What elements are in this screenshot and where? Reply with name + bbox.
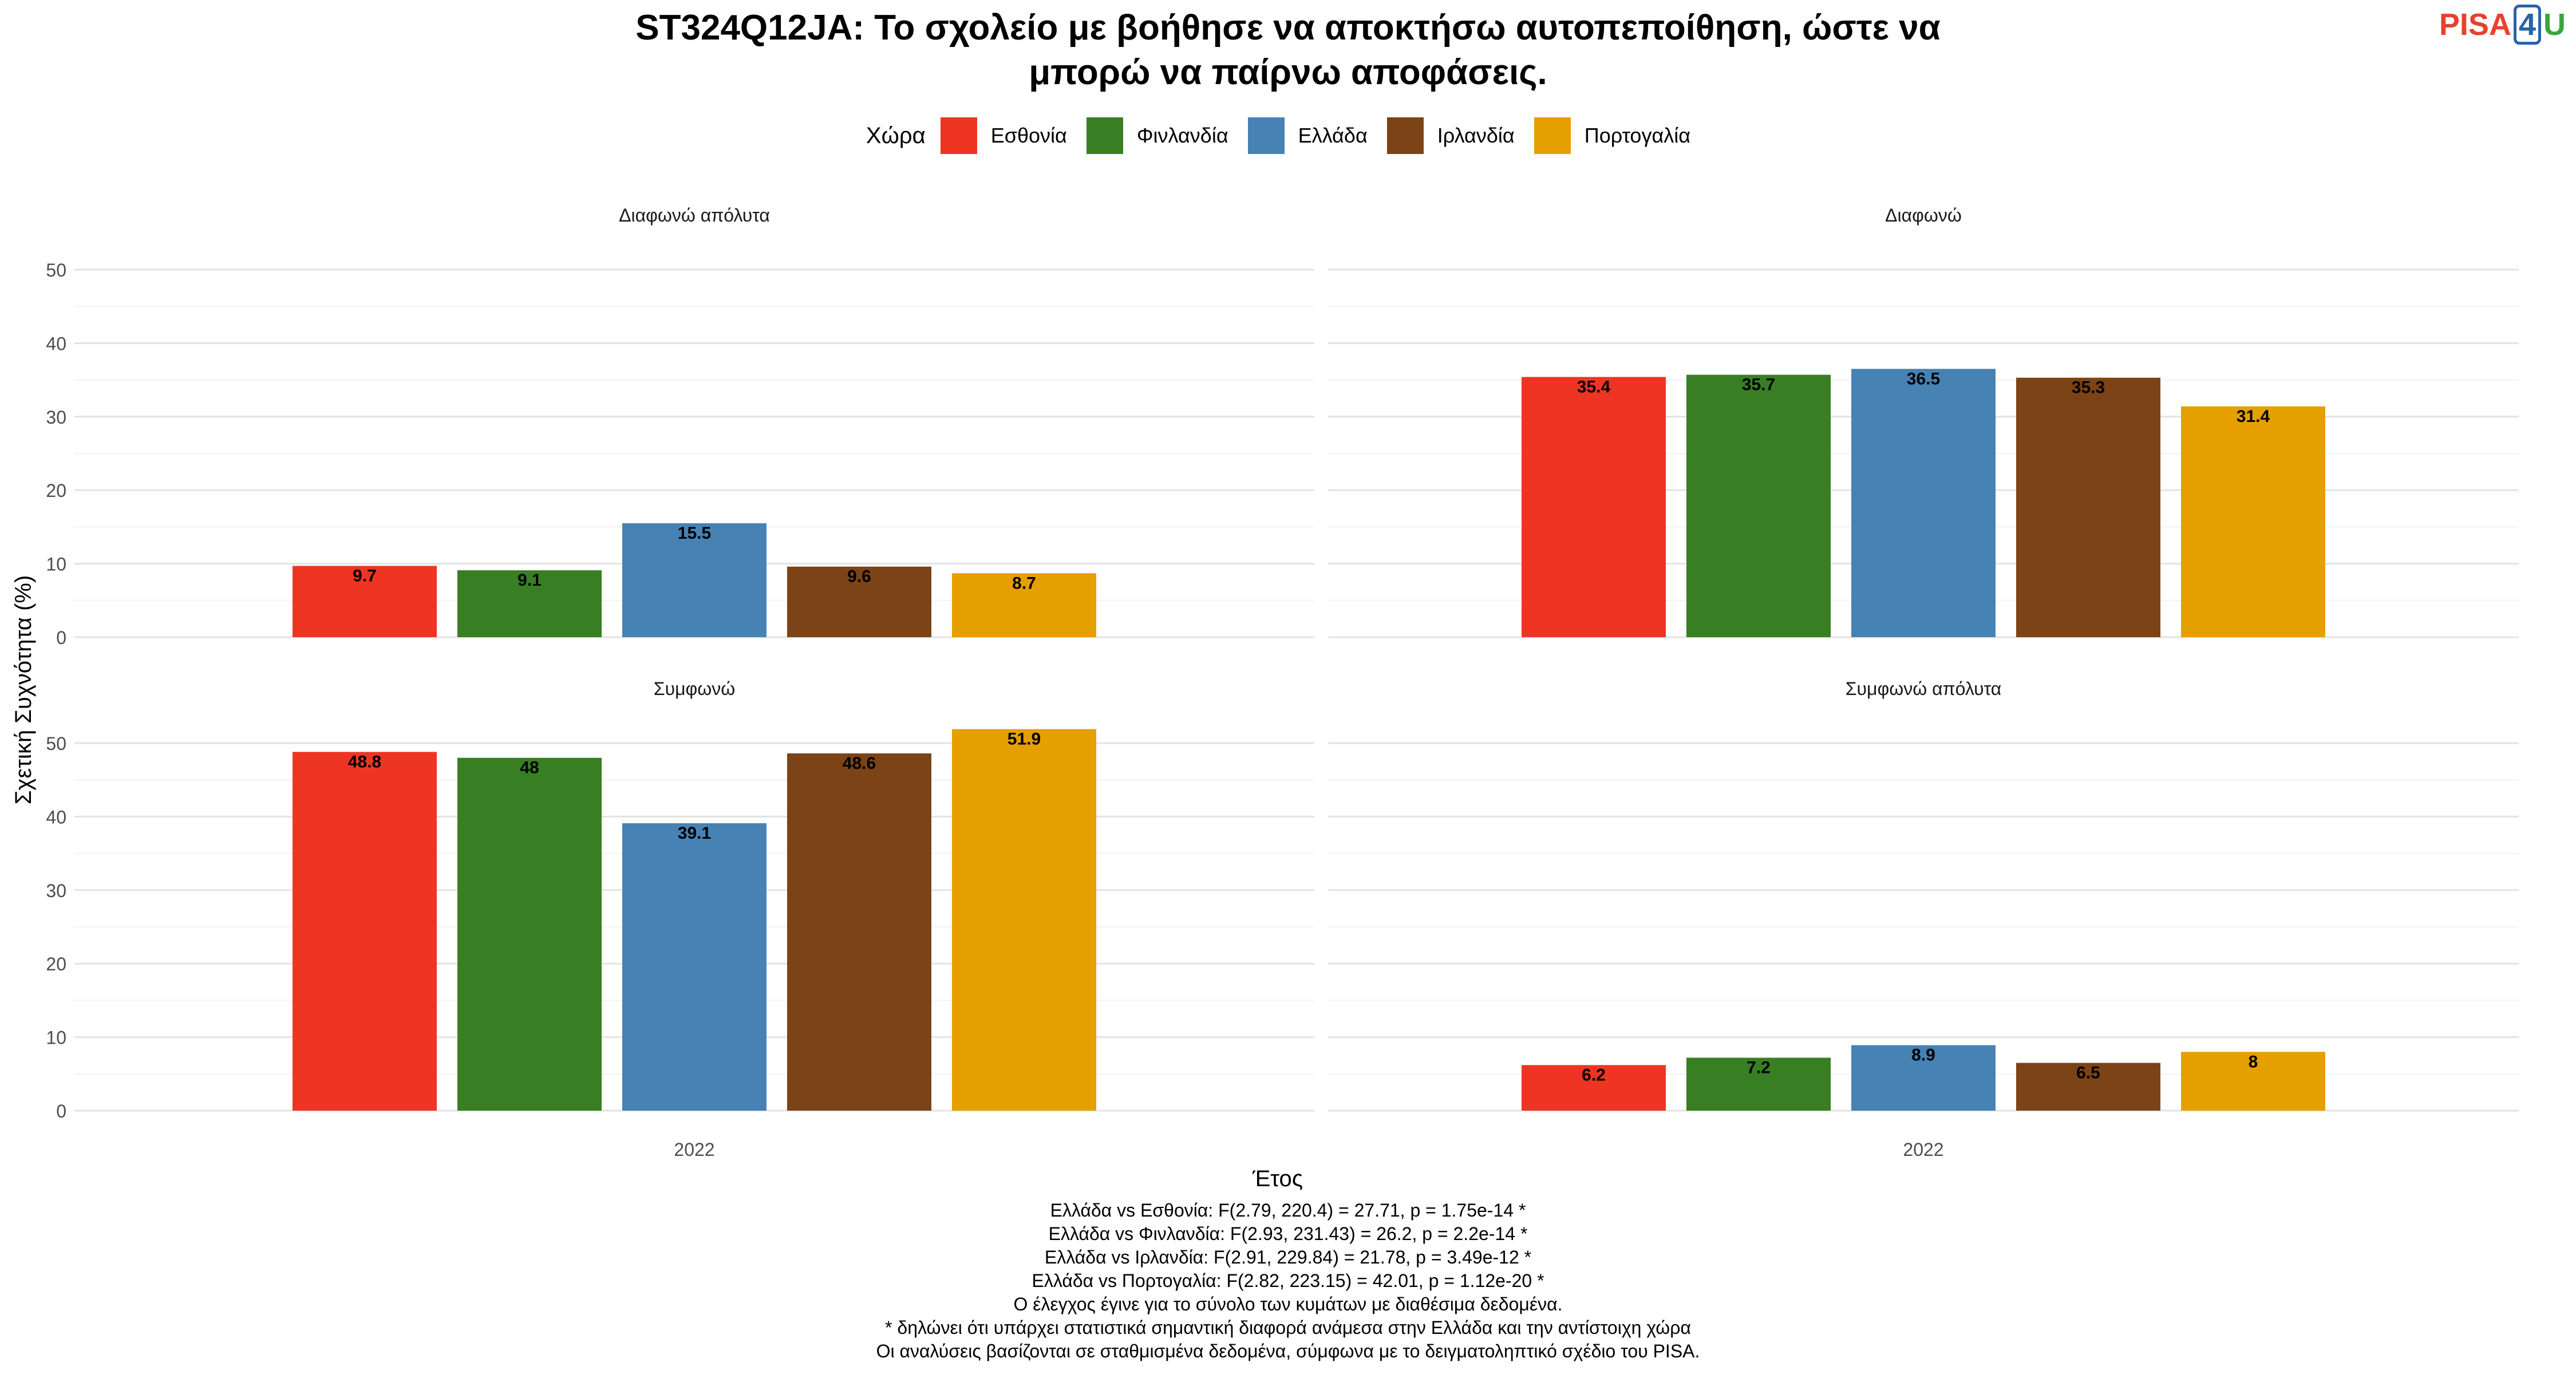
bar-estonia <box>293 566 437 637</box>
footnote-line: Ελλάδα vs Ιρλανδία: F(2.91, 229.84) = 21… <box>1044 1247 1532 1268</box>
legend-label-finland: Φινλανδία <box>1136 124 1228 147</box>
legend: Χώρα Εσθονία Φινλανδία Ελλάδα Ιρλανδία Π… <box>0 117 2576 154</box>
logo-part-4: 4 <box>2513 5 2541 45</box>
footnote-line: Οι αναλύσεις βασίζονται σε σταθμισμένα δ… <box>876 1341 1700 1361</box>
logo-part-pisa: PISA <box>2439 7 2511 42</box>
data-label-ireland: 6.5 <box>2076 1064 2100 1083</box>
y-tick-label: 10 <box>46 554 66 575</box>
y-tick-label: 0 <box>56 1101 66 1122</box>
bar-ireland <box>787 753 931 1111</box>
panel-title: Συμφωνώ <box>654 678 735 699</box>
bar-portugal <box>2181 406 2325 637</box>
footnote-line: * δηλώνει ότι υπάρχει στατιστικά σημαντι… <box>885 1317 1691 1338</box>
footnote-line: Ελλάδα vs Φινλανδία: F(2.93, 231.43) = 2… <box>1048 1223 1528 1244</box>
data-label-estonia: 6.2 <box>1582 1065 1606 1084</box>
bar-estonia <box>293 752 437 1111</box>
legend-key-estonia <box>940 117 977 154</box>
data-label-greece: 15.5 <box>678 524 711 543</box>
bar-portugal <box>2181 1052 2325 1111</box>
data-label-portugal: 8.7 <box>1012 574 1036 593</box>
legend-item-ireland: Ιρλανδία <box>1386 117 1515 154</box>
chart-title-line-1: ST324Q12JA: Το σχολείο με βοήθησε να απο… <box>635 8 1941 48</box>
data-label-greece: 36.5 <box>1907 369 1940 388</box>
y-tick-label: 30 <box>46 407 66 428</box>
chart-title: ST324Q12JA: Το σχολείο με βοήθησε να απο… <box>0 6 2576 95</box>
legend-item-portugal: Πορτογαλία <box>1534 117 1690 154</box>
data-label-greece: 39.1 <box>678 824 711 843</box>
panel-title: Διαφωνώ απόλυτα <box>619 205 770 226</box>
data-label-finland: 7.2 <box>1747 1059 1771 1077</box>
legend-label-greece: Ελλάδα <box>1298 124 1368 147</box>
data-label-finland: 48 <box>520 759 539 777</box>
x-tick-label: 2022 <box>1903 1139 1943 1160</box>
footnotes: Ελλάδα vs Εσθονία: F(2.79, 220.4) = 27.7… <box>0 1199 2576 1363</box>
y-tick-label: 40 <box>46 333 66 354</box>
legend-item-estonia: Εσθονία <box>940 117 1067 154</box>
bar-ireland <box>2016 377 2160 637</box>
footnote-line: Ελλάδα vs Πορτογαλία: F(2.82, 223.15) = … <box>1032 1270 1544 1291</box>
bar-greece <box>622 523 767 637</box>
bar-finland <box>1686 374 1831 637</box>
legend-label-portugal: Πορτογαλία <box>1584 124 1691 147</box>
data-label-estonia: 35.4 <box>1577 377 1611 396</box>
legend-key-greece <box>1247 117 1285 154</box>
legend-title: Χώρα <box>866 123 926 148</box>
logo-part-u: U <box>2543 7 2566 42</box>
bar-estonia <box>1522 1065 1666 1111</box>
data-label-finland: 35.7 <box>1742 376 1775 394</box>
legend-item-greece: Ελλάδα <box>1247 117 1368 154</box>
data-label-finland: 9.1 <box>517 571 542 590</box>
footnote-line: Ελλάδα vs Εσθονία: F(2.79, 220.4) = 27.7… <box>1050 1200 1526 1221</box>
y-tick-label: 10 <box>46 1028 66 1048</box>
data-label-portugal: 31.4 <box>2237 407 2270 426</box>
y-axis-title: Σχετική Συχνότητα (%) <box>11 575 36 805</box>
data-label-ireland: 9.6 <box>847 567 871 586</box>
data-label-portugal: 8 <box>2249 1052 2258 1071</box>
bar-portugal <box>952 573 1096 637</box>
x-axis-title: Έτος <box>1252 1166 1303 1191</box>
footnote-line: Ο έλεγχος έγινε για το σύνολο των κυμάτω… <box>1013 1294 1563 1314</box>
legend-key-portugal <box>1534 117 1571 154</box>
data-label-ireland: 48.6 <box>843 754 876 773</box>
legend-item-finland: Φινλανδία <box>1086 117 1228 154</box>
bar-ireland <box>2016 1063 2160 1111</box>
legend-label-estonia: Εσθονία <box>990 124 1067 147</box>
bar-finland <box>457 757 602 1111</box>
bar-estonia <box>1522 377 1666 637</box>
legend-key-ireland <box>1386 117 1424 154</box>
data-label-estonia: 9.7 <box>353 566 377 585</box>
panel-title: Διαφωνώ <box>1885 205 1962 226</box>
legend-label-ireland: Ιρλανδία <box>1437 124 1515 147</box>
y-tick-label: 40 <box>46 807 66 827</box>
bar-greece <box>1851 369 1996 637</box>
y-tick-label: 20 <box>46 480 66 501</box>
chart-title-line-2: μπορώ να παίρνω αποφάσεις. <box>1029 53 1547 92</box>
y-tick-label: 50 <box>46 733 66 754</box>
y-tick-label: 20 <box>46 954 66 974</box>
y-tick-label: 30 <box>46 881 66 901</box>
bar-finland <box>1686 1057 1831 1111</box>
bar-ireland <box>787 566 931 637</box>
panel-title: Συμφωνώ απόλυτα <box>1846 678 2002 699</box>
data-label-portugal: 51.9 <box>1008 730 1041 749</box>
y-tick-label: 50 <box>46 260 66 281</box>
legend-key-finland <box>1086 117 1123 154</box>
data-label-greece: 8.9 <box>1911 1046 1935 1065</box>
data-label-ireland: 35.3 <box>2072 378 2105 397</box>
pisa4u-logo: PISA 4 U <box>2439 5 2566 45</box>
bar-portugal <box>952 729 1096 1111</box>
data-label-estonia: 48.8 <box>348 752 381 771</box>
y-tick-label: 0 <box>56 627 66 648</box>
x-tick-label: 2022 <box>674 1139 714 1160</box>
bar-greece <box>622 823 767 1111</box>
bar-finland <box>457 570 602 637</box>
bar-greece <box>1851 1045 1996 1111</box>
